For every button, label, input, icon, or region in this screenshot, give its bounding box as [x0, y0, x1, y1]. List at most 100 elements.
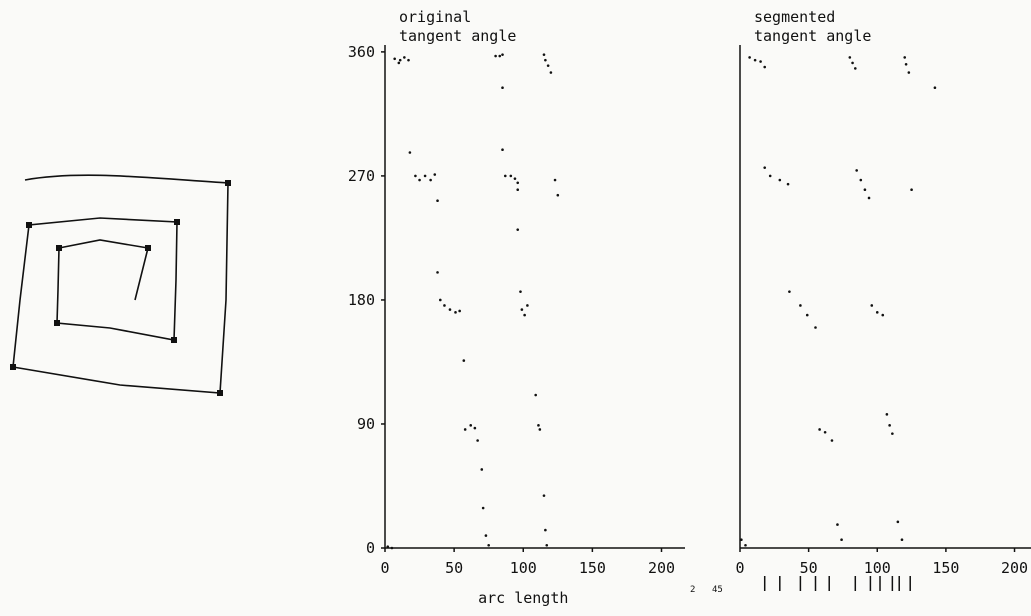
point	[481, 506, 485, 510]
point	[484, 534, 488, 537]
point	[458, 309, 461, 313]
point	[454, 311, 457, 314]
point	[516, 228, 520, 231]
point	[448, 308, 452, 311]
point	[891, 432, 894, 435]
x-tick-label: 100	[864, 559, 891, 577]
x-tick-label: 150	[579, 559, 606, 577]
point	[542, 53, 546, 56]
point	[469, 424, 473, 427]
point	[900, 538, 904, 542]
point	[778, 178, 782, 182]
point	[904, 62, 908, 66]
point	[544, 58, 547, 62]
point	[544, 528, 547, 532]
annotation: 45	[712, 585, 723, 595]
annotation: 2	[690, 585, 695, 595]
point	[501, 148, 504, 152]
point	[519, 290, 522, 293]
point	[487, 543, 490, 547]
point	[438, 298, 442, 302]
point	[509, 174, 513, 178]
point	[814, 326, 817, 329]
point	[501, 86, 504, 90]
point	[436, 199, 439, 203]
y-tick-label: 270	[348, 167, 375, 185]
point	[476, 439, 479, 442]
y-tick-label: 0	[366, 539, 375, 557]
point	[549, 71, 553, 74]
point	[534, 393, 537, 397]
point	[859, 178, 863, 182]
x-tick-label: 100	[510, 559, 537, 577]
point	[933, 86, 937, 90]
point	[910, 188, 913, 191]
point	[386, 545, 390, 548]
point	[436, 271, 439, 274]
point	[407, 58, 410, 62]
y-tick-label: 360	[348, 43, 375, 61]
point	[516, 188, 520, 191]
point	[799, 304, 802, 307]
point	[480, 468, 484, 471]
point	[513, 177, 517, 180]
x-tick-label: 200	[1001, 559, 1028, 577]
point	[494, 54, 497, 58]
point	[397, 61, 401, 65]
point	[546, 64, 550, 67]
x-tick-label: 50	[800, 559, 818, 577]
point	[537, 424, 540, 427]
point	[768, 174, 772, 178]
y-tick-label: 90	[357, 415, 375, 433]
point	[867, 196, 871, 200]
x-tick-label: 200	[648, 559, 675, 577]
x-tick-label: 0	[380, 559, 389, 577]
point	[429, 178, 432, 182]
point	[759, 60, 762, 63]
point	[744, 543, 747, 547]
point	[418, 178, 421, 182]
point	[881, 313, 885, 317]
point	[830, 439, 834, 442]
point	[907, 71, 911, 74]
point	[526, 304, 529, 307]
point	[538, 428, 542, 431]
point	[875, 311, 879, 314]
point	[501, 53, 504, 56]
point	[805, 313, 809, 317]
point	[433, 173, 437, 176]
x-axis-label: arc length	[478, 589, 568, 607]
point	[748, 56, 751, 59]
point	[763, 65, 767, 69]
point	[903, 56, 907, 59]
point	[443, 304, 446, 307]
point	[896, 520, 900, 524]
chart-title: segmented	[754, 8, 835, 26]
point	[542, 494, 546, 497]
point	[516, 181, 520, 185]
point	[763, 166, 767, 169]
point	[462, 359, 466, 362]
point	[863, 188, 867, 191]
y-tick-label: 180	[348, 291, 375, 309]
point	[423, 174, 427, 178]
point	[473, 426, 477, 430]
point	[854, 67, 857, 70]
spiral-drawing	[10, 174, 231, 396]
point	[870, 304, 874, 307]
point	[545, 543, 549, 547]
point	[398, 58, 402, 62]
x-tick-label: 150	[932, 559, 959, 577]
point	[393, 57, 396, 61]
point	[818, 428, 821, 431]
point	[523, 313, 526, 317]
point	[503, 174, 507, 178]
chart-title: tangent angle	[399, 27, 516, 45]
point	[836, 523, 839, 526]
point	[498, 54, 502, 58]
point	[848, 56, 852, 59]
point	[753, 58, 757, 62]
point	[553, 178, 557, 182]
point	[855, 169, 858, 172]
